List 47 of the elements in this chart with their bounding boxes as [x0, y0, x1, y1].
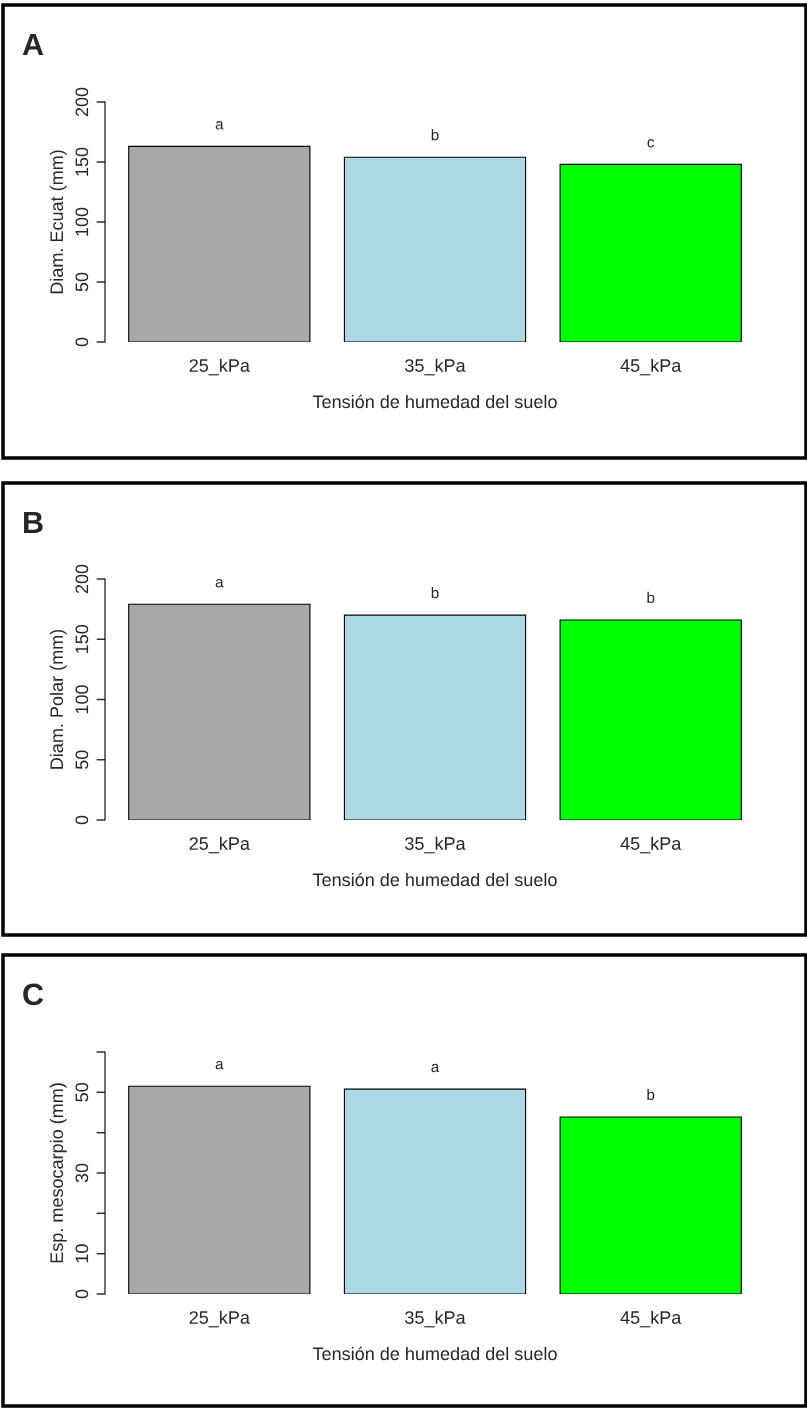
- x-tick-label: 45_kPa: [620, 1310, 682, 1328]
- y-tick-label: 50: [75, 272, 89, 292]
- y-tick-label: 10: [75, 1244, 89, 1263]
- annotation: b: [431, 587, 439, 599]
- y-tick-label: 50: [75, 1083, 89, 1102]
- x-tick-label: 35_kPa: [405, 836, 466, 854]
- y-tick-label: 0: [75, 337, 89, 347]
- y-axis-title: Esp. mesocarpio (mm): [49, 1083, 67, 1263]
- y-tick-label: 200: [75, 564, 89, 594]
- bar: [559, 163, 742, 342]
- x-tick-label: 35_kPa: [405, 358, 466, 376]
- bar: [128, 145, 311, 342]
- annotation: a: [215, 1061, 224, 1070]
- y-tick-label: 30: [75, 1163, 89, 1183]
- annotation: a: [215, 579, 224, 588]
- y-tick-label: 150: [75, 624, 89, 653]
- annotation: a: [431, 1063, 440, 1073]
- x-tick-label: 45_kPa: [620, 836, 682, 854]
- annotation: b: [431, 129, 439, 141]
- x-axis-title: Tensión de humedad del suelo: [312, 872, 557, 887]
- bar: [343, 1088, 527, 1294]
- bar: [128, 1085, 311, 1294]
- y-tick-label: 0: [75, 1289, 89, 1299]
- y-tick-label: 200: [75, 87, 89, 117]
- x-tick-label: 35_kPa: [405, 1310, 466, 1328]
- x-tick-label: 45_kPa: [620, 358, 682, 376]
- y-axis-title: Diam. Ecuat (mm): [49, 150, 67, 294]
- y-tick-label: 0: [75, 815, 89, 825]
- x-tick-label: 25_kPa: [189, 836, 250, 854]
- x-tick-label: 25_kPa: [189, 358, 250, 376]
- chart-title: B: [24, 511, 43, 533]
- chart-title: A: [22, 33, 44, 55]
- annotation: b: [647, 591, 655, 604]
- x-tick-label: 25_kPa: [189, 1310, 250, 1328]
- y-tick-label: 50: [75, 750, 89, 770]
- annotation: b: [647, 1088, 655, 1101]
- x-axis-title: Tensión de humedad del suelo: [312, 394, 557, 409]
- y-tick-label: 100: [75, 685, 89, 714]
- annotation: c: [647, 139, 655, 148]
- bar: [559, 1116, 742, 1294]
- chart-title: C: [23, 983, 44, 1006]
- x-axis-title: Tensión de humedad del suelo: [312, 1346, 557, 1361]
- y-tick-label: 100: [75, 207, 89, 236]
- y-axis-title: Diam. Polar (mm): [49, 629, 67, 769]
- bar: [343, 156, 527, 342]
- y-tick-label: 150: [75, 147, 89, 176]
- annotation: a: [215, 121, 224, 130]
